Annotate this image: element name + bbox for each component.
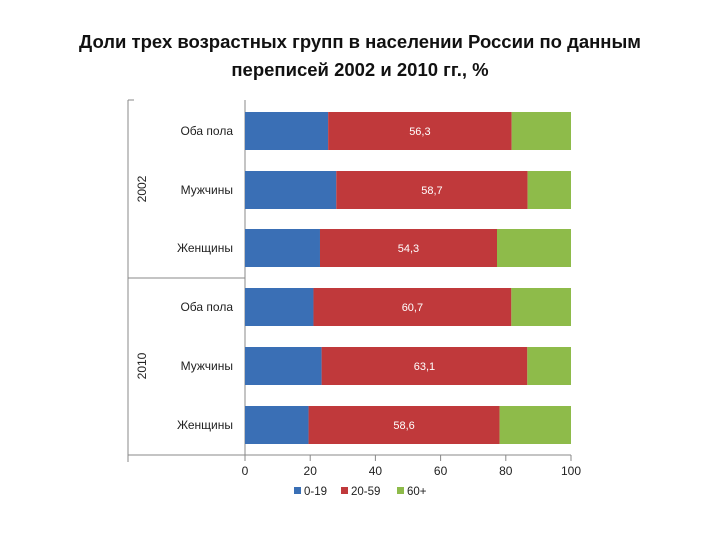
x-tick-label: 0: [242, 464, 249, 478]
bar-data-label: 60,7: [402, 302, 423, 314]
bar-data-label: 56,3: [409, 126, 430, 138]
bar-segment: [245, 229, 320, 267]
x-tick-label: 100: [561, 464, 581, 478]
bar-segment: [496, 229, 571, 267]
chart-title-line-1: Доли трех возрастных групп в населении Р…: [79, 31, 641, 52]
bar-segment: [245, 406, 309, 444]
category-label: Оба пола: [180, 300, 233, 314]
x-tick-label: 20: [304, 464, 318, 478]
bar-segment: [527, 347, 571, 385]
bar-data-label: 58,7: [421, 185, 442, 197]
bar-segment: [313, 288, 512, 326]
category-label: Женщины: [177, 241, 233, 255]
bar-segment: [245, 288, 314, 326]
chart-title-line-2: переписей 2002 и 2010 гг., %: [231, 59, 489, 80]
legend-swatch: [294, 487, 301, 494]
legend-swatch: [397, 487, 404, 494]
x-tick-label: 80: [499, 464, 513, 478]
legend-label: 20-59: [351, 486, 380, 498]
bar-segment: [336, 171, 528, 209]
bar-segment: [511, 112, 571, 150]
bar-segment: [308, 406, 500, 444]
bar-segment: [321, 347, 528, 385]
group-label: 2002: [135, 175, 149, 202]
bar-segment: [245, 347, 322, 385]
legend-swatch: [341, 487, 348, 494]
chart-title: Доли трех возрастных групп в населении Р…: [40, 28, 680, 84]
bar-data-label: 54,3: [398, 243, 419, 255]
x-tick-label: 60: [434, 464, 448, 478]
bar-segment: [527, 171, 571, 209]
category-label: Мужчины: [181, 359, 233, 373]
bar-segment: [511, 288, 571, 326]
category-label: Оба пола: [180, 124, 233, 138]
category-label: Женщины: [177, 418, 233, 432]
bar-segment: [328, 112, 512, 150]
category-label: Мужчины: [181, 183, 233, 197]
bar-segment: [245, 171, 337, 209]
legend-label: 60+: [407, 486, 427, 498]
bar-data-label: 63,1: [414, 361, 435, 373]
bar-segment: [245, 112, 329, 150]
group-label: 2010: [135, 352, 149, 379]
x-tick-label: 40: [369, 464, 383, 478]
bar-segment: [499, 406, 571, 444]
bar-segment: [319, 229, 497, 267]
bar-data-label: 58,6: [393, 420, 414, 432]
legend-label: 0-19: [304, 486, 327, 498]
